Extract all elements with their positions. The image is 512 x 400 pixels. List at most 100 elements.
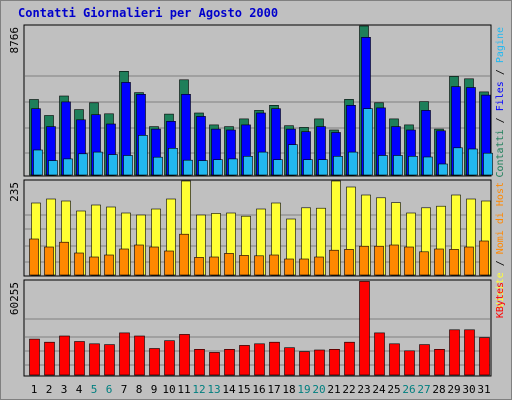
- x-tick-label-31: 31: [477, 383, 490, 396]
- bar-pagine-day-1: [33, 149, 43, 176]
- bar-nomi-di-host-day-22: [344, 249, 354, 276]
- bar-nomi-di-host-day-23: [359, 245, 369, 276]
- bar-pagine-day-8: [138, 135, 148, 176]
- y-axis-max-label: 235: [8, 182, 21, 202]
- bar-pagine-day-12: [198, 160, 208, 176]
- bar-pagine-day-11: [183, 159, 193, 176]
- bar-pagine-day-17: [273, 159, 283, 176]
- bar-nomi-di-host-day-10: [164, 250, 174, 276]
- x-tick-label-11: 11: [177, 383, 190, 396]
- bar-pagine-day-18: [288, 144, 298, 176]
- bar-kbytes-day-31: [479, 337, 490, 376]
- bar-nomi-di-host-day-19: [299, 258, 309, 276]
- bar-pagine-day-31: [483, 152, 493, 176]
- x-tick-label-28: 28: [432, 383, 445, 396]
- bar-nomi-di-host-day-1: [29, 238, 39, 276]
- bar-kbytes-day-19: [299, 351, 310, 376]
- y-axis-max-label: 60255: [8, 282, 21, 315]
- bar-pagine-day-26: [408, 156, 418, 176]
- bar-kbytes-day-15: [239, 345, 250, 376]
- bar-nomi-di-host-day-14: [224, 253, 234, 276]
- bar-kbytes-day-3: [59, 335, 70, 376]
- x-tick-label-23: 23: [357, 383, 370, 396]
- bar-kbytes-day-20: [314, 349, 325, 376]
- bar-nomi-di-host-day-8: [134, 244, 144, 276]
- x-tick-label-12: 12: [192, 383, 205, 396]
- bar-nomi-di-host-day-20: [314, 256, 324, 276]
- bar-pagine-day-22: [348, 151, 358, 176]
- bar-pagine-day-21: [333, 156, 343, 176]
- chart-title: Contatti Giornalieri per Agosto 2000: [18, 6, 278, 20]
- bar-nomi-di-host-day-31: [479, 240, 489, 276]
- panel-hits-files-pages: 8766 Contatti / Files / Pagine: [8, 24, 506, 178]
- x-tick-label-17: 17: [267, 383, 280, 396]
- bar-kbytes-day-7: [119, 332, 130, 376]
- bar-pagine-day-13: [213, 159, 223, 176]
- x-tick-label-6: 6: [106, 383, 113, 396]
- bar-kbytes-day-5: [89, 343, 100, 376]
- bar-kbytes-day-29: [449, 329, 460, 376]
- bar-kbytes-day-22: [344, 341, 355, 376]
- x-tick-label-26: 26: [402, 383, 415, 396]
- bar-pagine-day-16: [258, 151, 268, 176]
- bar-pagine-day-15: [243, 156, 253, 176]
- legend-separator: /: [495, 111, 506, 129]
- bar-pagine-day-3: [63, 158, 73, 176]
- bar-nomi-di-host-day-6: [104, 254, 114, 276]
- bar-nomi-di-host-day-12: [194, 257, 204, 276]
- legend-entry: Nomi di Host: [495, 182, 506, 254]
- x-tick-label-10: 10: [162, 383, 175, 396]
- x-tick-label-8: 8: [136, 383, 143, 396]
- bar-nomi-di-host-day-17: [269, 254, 279, 276]
- bar-pagine-day-24: [378, 155, 388, 176]
- series-legend-label: Visite / Nomi di Host: [495, 182, 506, 308]
- x-tick-label-9: 9: [151, 383, 158, 396]
- bar-kbytes-day-1: [29, 338, 40, 376]
- bar-nomi-di-host-day-11: [179, 233, 189, 276]
- bar-kbytes-day-17: [269, 341, 280, 376]
- series-legend-label: Contatti / Files / Pagine: [495, 27, 506, 178]
- bar-kbytes-day-18: [284, 347, 295, 376]
- bar-kbytes-day-24: [374, 332, 385, 376]
- bar-kbytes-day-13: [209, 352, 220, 376]
- bar-nomi-di-host-day-28: [434, 248, 444, 276]
- bar-pagine-day-27: [423, 156, 433, 176]
- x-tick-label-18: 18: [282, 383, 295, 396]
- bar-kbytes-day-16: [254, 343, 265, 376]
- x-tick-label-13: 13: [207, 383, 220, 396]
- x-tick-label-27: 27: [417, 383, 430, 396]
- x-tick-label-3: 3: [61, 383, 68, 396]
- legend-separator: /: [495, 254, 506, 272]
- bar-pagine-day-23: [363, 108, 373, 176]
- bar-kbytes-day-14: [224, 348, 235, 376]
- bar-nomi-di-host-day-2: [44, 246, 54, 276]
- bar-kbytes-day-28: [434, 348, 445, 376]
- legend-entry: KBytes: [495, 282, 506, 318]
- legend-entry: Files: [495, 81, 506, 111]
- bar-nomi-di-host-day-15: [239, 255, 249, 276]
- bar-nomi-di-host-day-25: [389, 244, 399, 276]
- panel-visits-hosts: 235 Visite / Nomi di Host: [8, 179, 506, 308]
- legend-entry: Visite: [495, 272, 506, 308]
- legend-entry: Contatti: [495, 129, 506, 177]
- bar-nomi-di-host-day-16: [254, 255, 264, 276]
- bar-kbytes-day-11: [179, 334, 190, 376]
- x-tick-label-16: 16: [252, 383, 265, 396]
- bar-kbytes-day-4: [74, 341, 85, 376]
- bar-nomi-di-host-day-9: [149, 246, 159, 276]
- x-tick-label-15: 15: [237, 383, 250, 396]
- bar-pagine-day-4: [78, 153, 88, 176]
- bar-pagine-day-7: [123, 155, 133, 176]
- bar-pagine-day-28: [438, 163, 448, 176]
- bar-pagine-day-29: [453, 147, 463, 176]
- y-axis-max-label: 8766: [8, 27, 21, 54]
- chart-panels: 8766 Contatti / Files / Pagine 235 Visite /…: [8, 24, 506, 377]
- bar-kbytes-day-12: [194, 348, 205, 376]
- bar-kbytes-day-27: [419, 344, 430, 376]
- x-tick-label-2: 2: [46, 383, 53, 396]
- x-tick-label-29: 29: [447, 383, 460, 396]
- bar-kbytes-day-25: [389, 343, 400, 376]
- x-tick-label-21: 21: [327, 383, 340, 396]
- bar-kbytes-day-26: [404, 350, 415, 376]
